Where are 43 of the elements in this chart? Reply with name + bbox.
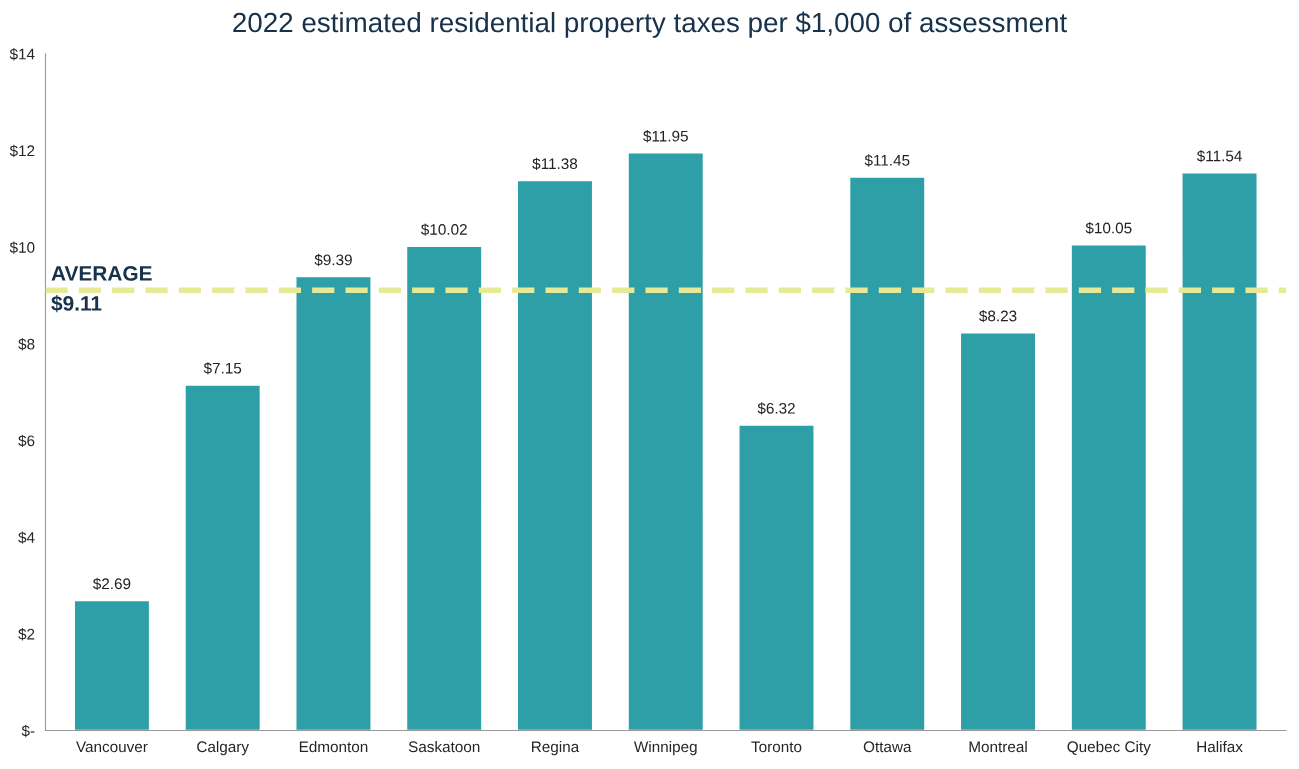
bar [627, 152, 705, 731]
x-tick-label: Regina [532, 740, 580, 756]
x-tick-label: Calgary [197, 740, 249, 756]
data-label: $9.39 [314, 253, 352, 267]
data-label: $6.32 [757, 402, 795, 415]
x-tick-label: Winnipeg [633, 740, 697, 756]
data-label: $10.05 [1085, 221, 1132, 235]
data-label: $11.54 [1196, 149, 1242, 163]
y-tick-label: $- [21, 724, 35, 738]
bar [405, 245, 483, 731]
y-tick-label: $8 [18, 338, 35, 351]
y-tick-label: $10 [9, 241, 35, 254]
bar [1181, 172, 1258, 731]
bar [1070, 244, 1148, 731]
y-tick-label: $6 [18, 434, 35, 448]
data-label: $2.69 [92, 577, 131, 591]
bar [184, 384, 262, 731]
bar [73, 599, 151, 731]
y-tick-label: $4 [18, 531, 35, 544]
bar [516, 179, 594, 731]
y-tick-label: $12 [9, 144, 35, 158]
x-tick-label: Saskatoon [408, 740, 480, 753]
x-tick-label: Toronto [751, 741, 802, 753]
y-tick-label: $2 [18, 628, 35, 641]
bar [738, 424, 815, 731]
bar [959, 332, 1037, 731]
bar [295, 275, 372, 731]
data-label: $10.02 [421, 223, 467, 236]
bar [848, 176, 926, 731]
x-tick-label: Montreal [969, 740, 1027, 753]
ref-line-label: AVERAGE $9.11 [51, 266, 152, 313]
x-tick-label: Halifax [1197, 740, 1243, 753]
chart-title: 2022 estimated residential property taxes per $1,000 of assessment [233, 11, 1067, 38]
data-label: $11.38 [532, 157, 578, 171]
data-label: $7.15 [203, 362, 242, 375]
x-tick-label: Edmonton [299, 740, 368, 753]
x-tick-label: Quebec City [1067, 740, 1151, 756]
x-tick-label: Vancouver [76, 741, 148, 753]
x-tick-label: Ottawa [863, 741, 912, 753]
data-label: $8.23 [979, 309, 1017, 323]
data-label: $11.95 [643, 130, 688, 143]
y-tick-label: $14 [9, 48, 35, 61]
data-label: $11.45 [864, 154, 910, 167]
